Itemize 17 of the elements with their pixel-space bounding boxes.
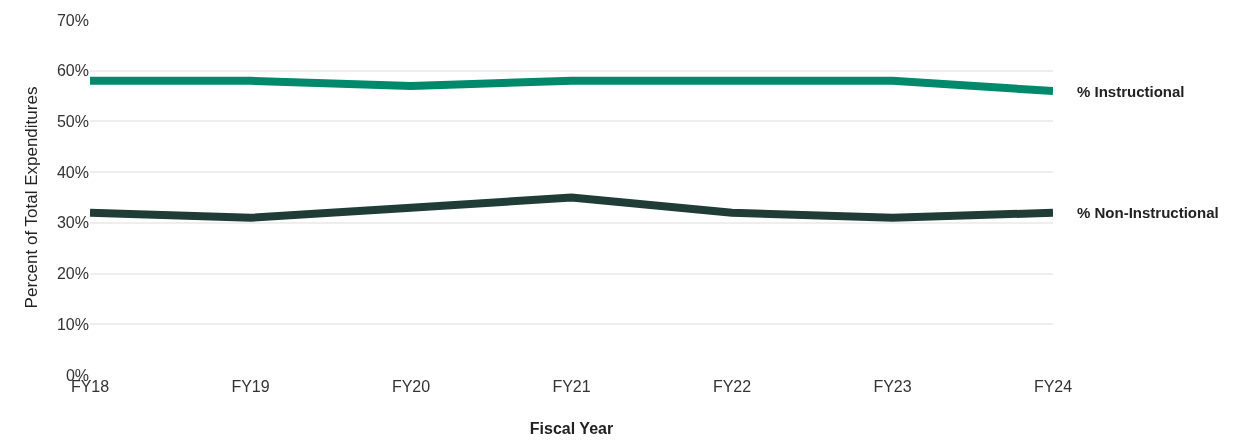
x-tick-label: FY20 [391,378,431,395]
series-label: % Non-Instructional [1077,204,1219,221]
y-tick-label: 20% [56,265,89,283]
x-axis-title: Fiscal Year [529,419,614,437]
x-tick-label: FY19 [231,378,270,395]
y-tick-label: 10% [56,315,89,333]
y-tick-label: 30% [56,214,89,232]
y-tick-label: 70% [56,11,89,29]
y-tick-label: 40% [56,163,89,181]
y-tick-label: 50% [56,113,89,131]
x-tick-label: FY21 [552,378,591,395]
series-label: % Instructional [1077,83,1185,100]
y-tick-label: 60% [56,62,89,80]
y-axis-title: Percent of Total Expenditures [21,86,41,309]
x-tick-label: FY24 [1033,378,1073,395]
x-tick-label: FY22 [712,378,752,395]
x-tick-label: FY23 [873,378,912,395]
